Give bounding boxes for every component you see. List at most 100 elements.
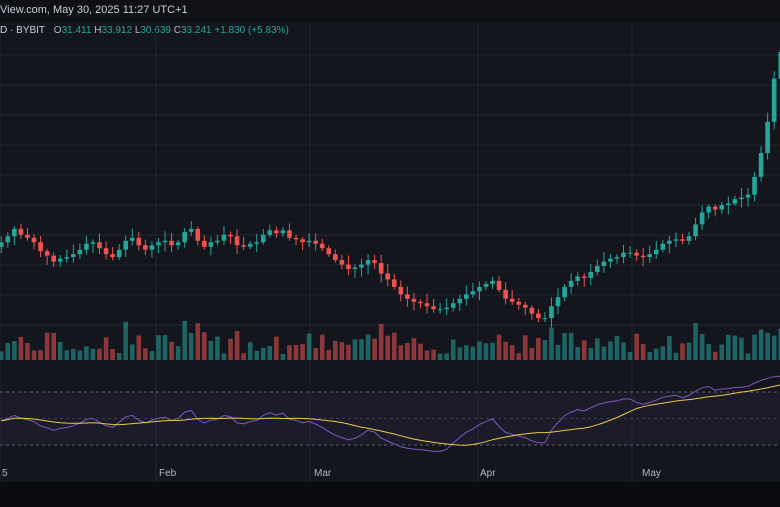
- candle-body: [267, 230, 273, 235]
- x-tick-label: Mar: [314, 468, 332, 479]
- volume-bar: [647, 352, 653, 360]
- volume-bar: [601, 346, 607, 360]
- volume-bar: [614, 335, 620, 360]
- volume-bar: [509, 345, 515, 360]
- volume-bar: [431, 349, 436, 360]
- volume-bar: [496, 334, 502, 360]
- candle-body: [319, 243, 325, 249]
- volume-bar: [562, 333, 567, 360]
- volume-bar: [680, 343, 685, 360]
- volume-bar: [5, 342, 11, 360]
- volume-bar: [110, 349, 115, 360]
- candle-body: [411, 298, 417, 302]
- volume-bar: [333, 340, 338, 360]
- candle-body: [549, 306, 554, 319]
- volume-bar: [627, 352, 633, 360]
- volume-bar: [640, 344, 646, 360]
- volume-bar: [25, 343, 30, 360]
- close-value: 33.241: [180, 25, 212, 36]
- volume-bar: [581, 340, 587, 360]
- open-value: 31.411: [61, 25, 92, 36]
- candle-body: [726, 203, 731, 206]
- candle-body: [431, 306, 436, 310]
- low-key: L: [134, 25, 141, 36]
- candle-body: [51, 255, 56, 262]
- candle-body: [693, 224, 698, 237]
- volume-bar: [287, 345, 292, 360]
- volume-bar: [555, 344, 561, 360]
- candle-body: [424, 303, 430, 307]
- volume-bar: [38, 350, 43, 360]
- volume-bar: [542, 340, 548, 360]
- candle-body: [5, 236, 11, 243]
- rsi-line: [1, 375, 780, 452]
- candle-body: [215, 240, 220, 243]
- volume-bar: [437, 353, 443, 360]
- volume-bar: [175, 346, 181, 360]
- volume-bar: [477, 341, 482, 360]
- volume-bar: [391, 332, 397, 360]
- volume-bar: [706, 343, 711, 360]
- candle-body: [228, 234, 233, 237]
- candle-body: [31, 237, 37, 243]
- candle-body: [90, 242, 96, 244]
- candle-body: [503, 289, 508, 299]
- volume-bar: [653, 348, 659, 360]
- candle-body: [752, 176, 757, 195]
- candle-body: [464, 294, 469, 299]
- candle-body: [247, 243, 253, 247]
- close-key: C: [173, 25, 181, 36]
- candle-body: [64, 257, 70, 259]
- candle-body: [71, 254, 76, 258]
- volume-bar: [372, 338, 377, 360]
- volume-bar: [765, 332, 770, 360]
- volume-bar: [103, 337, 109, 360]
- volume-bar: [300, 344, 305, 360]
- x-tick-label: May: [642, 468, 661, 479]
- candle-body: [450, 303, 456, 308]
- volume-bar: [503, 341, 508, 360]
- volume-bar: [274, 336, 279, 360]
- open-key: O: [53, 25, 62, 36]
- candle-body: [699, 212, 705, 225]
- high-value: 33.912: [101, 25, 133, 36]
- volume-bar: [293, 344, 299, 360]
- candle-body: [647, 254, 653, 258]
- candle-body: [522, 304, 528, 308]
- candle-body: [490, 280, 495, 284]
- candle-body: [542, 318, 548, 320]
- volume-bar: [575, 346, 580, 360]
- volume-bar: [693, 323, 698, 360]
- candle-body: [509, 298, 515, 302]
- candle-body: [660, 243, 666, 250]
- volume-bar: [758, 329, 764, 360]
- volume-bar: [726, 334, 731, 360]
- bottom-bar: [0, 482, 780, 507]
- candle-body: [162, 240, 168, 243]
- volume-bar: [549, 327, 554, 360]
- change-value: +1.830 (+5.83%): [214, 25, 289, 36]
- volume-bar: [516, 353, 522, 360]
- volume-bar: [450, 339, 456, 360]
- volume-bar: [739, 337, 744, 360]
- volume-bar: [699, 333, 705, 360]
- candle-body: [57, 258, 63, 262]
- candle-body: [123, 240, 129, 250]
- volume-bar: [254, 350, 260, 360]
- candle-body: [195, 228, 201, 241]
- candle-body: [588, 272, 594, 278]
- candle-body: [149, 245, 155, 250]
- candle-body: [536, 313, 541, 319]
- candle-body: [221, 234, 227, 241]
- candle-body: [313, 240, 318, 244]
- symbol-label[interactable]: D · BYBIT: [0, 25, 46, 36]
- candle-body: [12, 228, 17, 237]
- volume-bar: [490, 342, 495, 360]
- candle-body: [339, 260, 345, 265]
- candle-body: [391, 279, 397, 287]
- volume-bar: [241, 353, 246, 360]
- candle-body: [182, 231, 187, 243]
- candle-body: [444, 307, 449, 310]
- candle-body: [156, 242, 161, 246]
